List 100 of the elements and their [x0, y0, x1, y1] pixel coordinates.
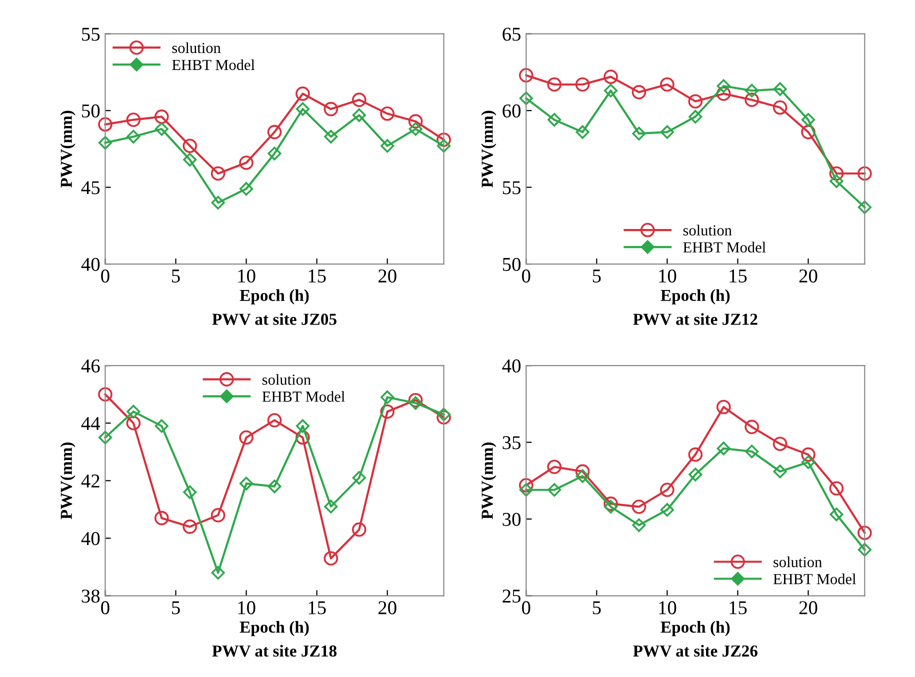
- y-axis-title: PWV(mm): [481, 110, 496, 188]
- y-tick-label: 40: [502, 359, 521, 373]
- x-tick-label: 5: [592, 270, 601, 283]
- x-tick-label: 15: [308, 601, 326, 614]
- x-tick-label: 20: [799, 269, 818, 283]
- point: [858, 526, 872, 540]
- point: [745, 84, 759, 98]
- x-tick-label: 0: [101, 601, 110, 614]
- point: [380, 390, 394, 404]
- point: [716, 86, 731, 101]
- legend-label: solution: [172, 42, 221, 54]
- point: [436, 132, 451, 147]
- point: [688, 468, 702, 482]
- point: [352, 92, 366, 107]
- x-tick-label: 10: [659, 601, 676, 614]
- point: [211, 196, 225, 210]
- point: [830, 508, 844, 522]
- point: [98, 430, 112, 444]
- point: [210, 166, 226, 181]
- text: PWV at site JZ05: [212, 313, 336, 326]
- point: [745, 444, 759, 458]
- x-tick-label: 20: [799, 601, 818, 614]
- point: [830, 174, 844, 188]
- point: [632, 518, 646, 532]
- point: [352, 108, 366, 122]
- y-axis-title: PWV(mm): [60, 442, 76, 520]
- point: [98, 117, 112, 132]
- point: [632, 500, 646, 514]
- y-tick-label: 55: [502, 181, 521, 194]
- point: [408, 114, 423, 128]
- y-tick-label: 35: [502, 436, 521, 450]
- point: [98, 136, 112, 150]
- point: [239, 476, 254, 490]
- point: [519, 483, 533, 497]
- point: [324, 500, 338, 514]
- point: [268, 480, 282, 494]
- point: [773, 82, 787, 96]
- point: [126, 416, 141, 430]
- legend-label: EHBT Model: [773, 574, 856, 584]
- point: [858, 200, 872, 214]
- point: [183, 152, 197, 166]
- legend-label: solution: [262, 374, 311, 385]
- point: [548, 112, 562, 127]
- legend-label: EHBT Model: [172, 59, 255, 70]
- point: [408, 392, 423, 408]
- point: [182, 138, 198, 154]
- point: [604, 70, 618, 84]
- point: [296, 430, 310, 445]
- point: [604, 496, 618, 511]
- x-axis-title: Epoch (h): [660, 289, 730, 304]
- legend-label: EHBT Model: [683, 242, 766, 253]
- point: [801, 455, 816, 470]
- y-tick-label: 46: [81, 359, 100, 373]
- point: [267, 124, 282, 140]
- point: [688, 447, 703, 462]
- point: [772, 436, 788, 451]
- point: [744, 420, 759, 434]
- point: [716, 442, 730, 456]
- point: [716, 79, 730, 93]
- x-axis-title: Epoch (h): [240, 289, 309, 304]
- x-tick-label: 20: [378, 269, 396, 283]
- point: [154, 122, 168, 136]
- point: [604, 84, 618, 98]
- point: [154, 110, 169, 124]
- point: [182, 520, 198, 534]
- x-tick-label: 15: [308, 270, 326, 283]
- x-tick-label: 5: [172, 270, 180, 283]
- x-tick-label: 20: [378, 601, 396, 614]
- point: [296, 86, 310, 101]
- point: [801, 124, 816, 140]
- point: [547, 460, 562, 474]
- point: [268, 146, 282, 160]
- point: [352, 522, 366, 537]
- point: [98, 387, 112, 402]
- y-tick-label: 55: [82, 28, 100, 41]
- x-tick-label: 10: [659, 269, 676, 283]
- y-tick-label: 38: [82, 590, 100, 603]
- x-axis-title: Epoch (h): [660, 621, 730, 636]
- legend-label: solution: [683, 224, 732, 236]
- x-tick-label: 10: [238, 601, 256, 614]
- point: [575, 77, 590, 92]
- point: [154, 419, 168, 433]
- y-tick-label: 44: [81, 417, 100, 430]
- y-tick-label: 25: [502, 590, 521, 603]
- legend-label: EHBT Model: [262, 391, 345, 402]
- point: [576, 469, 590, 483]
- point: [773, 464, 787, 478]
- point: [296, 102, 310, 116]
- y-axis-title: PWV(mm): [60, 110, 76, 188]
- point: [154, 510, 169, 526]
- point: [239, 430, 254, 445]
- y-tick-label: 50: [502, 258, 521, 271]
- x-axis-title: Epoch (h): [240, 621, 309, 636]
- point: [211, 566, 225, 580]
- point: [801, 447, 816, 462]
- x-tick-label: 5: [172, 601, 180, 614]
- point: [518, 68, 534, 82]
- point: [239, 182, 254, 196]
- point: [324, 551, 338, 566]
- text: PWV at site JZ18: [212, 644, 337, 657]
